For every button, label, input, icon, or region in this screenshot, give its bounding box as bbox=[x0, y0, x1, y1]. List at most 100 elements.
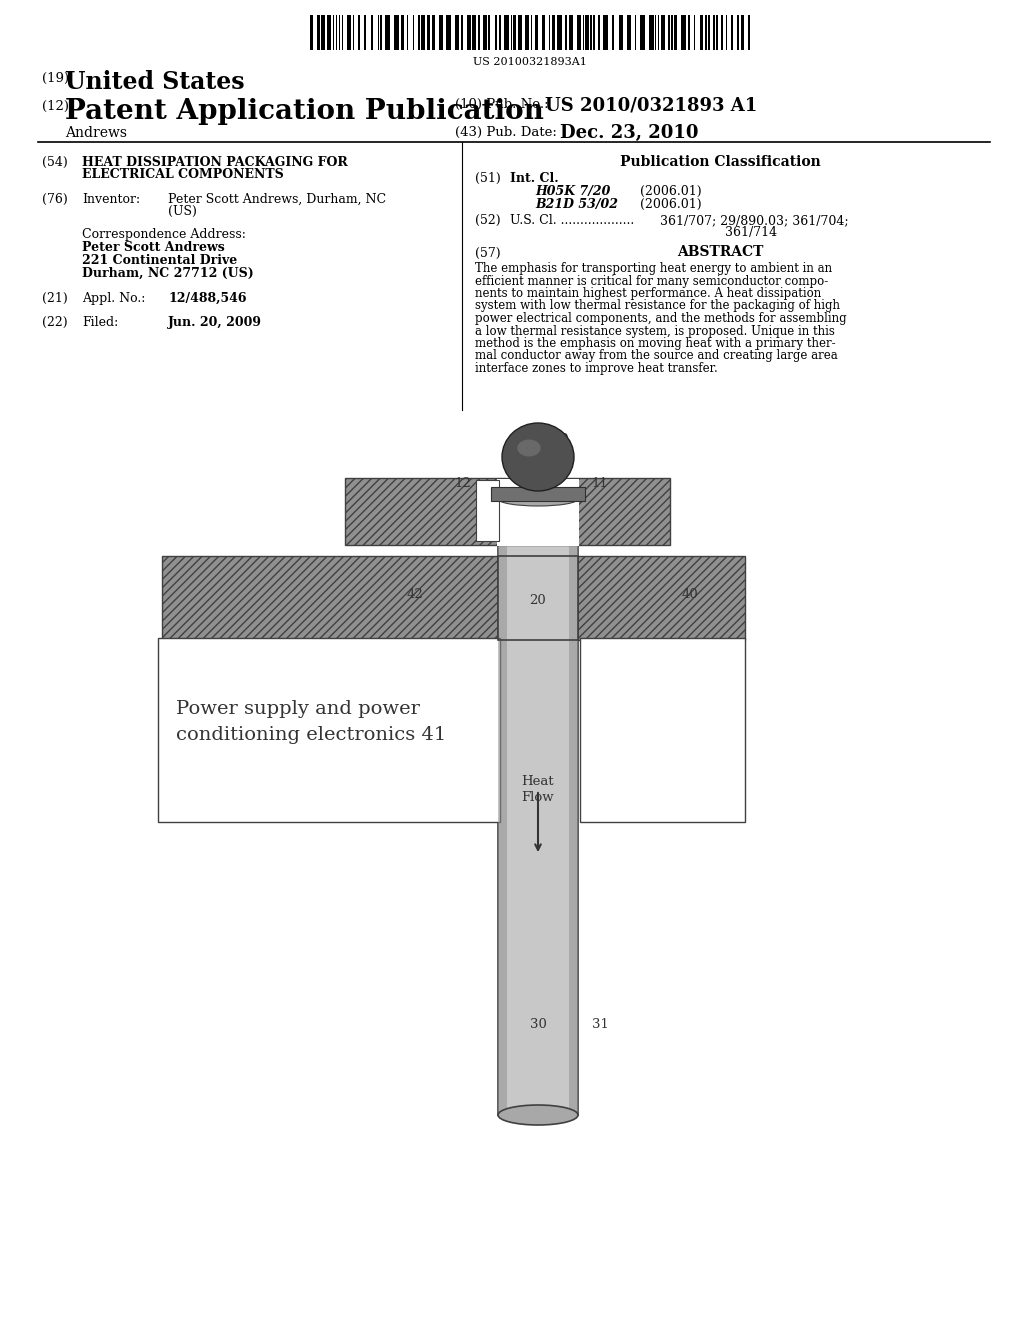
Bar bbox=[583, 15, 584, 50]
Bar bbox=[345, 478, 670, 545]
Bar bbox=[476, 480, 499, 541]
Text: HEAT DISSIPATION PACKAGING FOR: HEAT DISSIPATION PACKAGING FOR bbox=[82, 156, 348, 169]
Bar bbox=[709, 15, 710, 50]
Text: 30: 30 bbox=[529, 1019, 547, 1031]
Bar bbox=[394, 15, 398, 50]
Text: (51): (51) bbox=[475, 172, 501, 185]
Bar bbox=[490, 487, 585, 502]
Text: US 20100321893A1: US 20100321893A1 bbox=[473, 57, 587, 67]
Bar bbox=[333, 15, 335, 50]
Bar bbox=[347, 15, 351, 50]
Text: 31: 31 bbox=[592, 1019, 609, 1031]
Text: The emphasis for transporting heat energy to ambient in an: The emphasis for transporting heat energ… bbox=[475, 261, 833, 275]
Bar bbox=[569, 15, 572, 50]
Text: Peter Scott Andrews: Peter Scott Andrews bbox=[82, 242, 224, 253]
Text: (43) Pub. Date:: (43) Pub. Date: bbox=[455, 125, 557, 139]
Text: 221 Continental Drive: 221 Continental Drive bbox=[82, 253, 238, 267]
Bar bbox=[467, 15, 470, 50]
Text: mal conductor away from the source and creating large area: mal conductor away from the source and c… bbox=[475, 350, 838, 363]
Text: ABSTRACT: ABSTRACT bbox=[677, 246, 763, 259]
Text: (52): (52) bbox=[475, 214, 501, 227]
Bar bbox=[714, 15, 715, 50]
Text: Inventor:: Inventor: bbox=[82, 193, 140, 206]
Bar bbox=[317, 15, 319, 50]
Bar bbox=[706, 15, 707, 50]
Bar bbox=[542, 15, 546, 50]
Bar bbox=[655, 15, 656, 50]
Bar bbox=[518, 15, 521, 50]
Text: 10: 10 bbox=[552, 433, 568, 446]
Bar bbox=[421, 15, 425, 50]
Bar bbox=[740, 15, 744, 50]
Ellipse shape bbox=[498, 1105, 578, 1125]
Bar bbox=[635, 15, 636, 50]
Bar bbox=[497, 479, 579, 546]
Bar bbox=[472, 15, 476, 50]
Text: Correspondence Address:: Correspondence Address: bbox=[82, 228, 246, 242]
Bar bbox=[535, 15, 539, 50]
Bar bbox=[439, 15, 442, 50]
Bar bbox=[731, 15, 733, 50]
Bar bbox=[364, 15, 367, 50]
Bar bbox=[322, 15, 325, 50]
Bar bbox=[504, 15, 509, 50]
Bar bbox=[726, 15, 727, 50]
Text: 361/714: 361/714 bbox=[725, 226, 777, 239]
Text: interface zones to improve heat transfer.: interface zones to improve heat transfer… bbox=[475, 362, 718, 375]
Bar bbox=[328, 15, 331, 50]
Bar bbox=[513, 15, 516, 50]
Bar bbox=[668, 15, 670, 50]
Bar bbox=[580, 638, 745, 822]
Text: Durham, NC 27712 (US): Durham, NC 27712 (US) bbox=[82, 267, 254, 280]
Text: Dec. 23, 2010: Dec. 23, 2010 bbox=[560, 124, 698, 143]
Text: Publication Classification: Publication Classification bbox=[620, 154, 820, 169]
Bar bbox=[578, 15, 581, 50]
Bar bbox=[569, 499, 578, 1115]
Text: U.S. Cl. ...................: U.S. Cl. ................... bbox=[510, 214, 634, 227]
Text: B21D 53/02: B21D 53/02 bbox=[535, 198, 618, 211]
Bar bbox=[342, 15, 343, 50]
Bar bbox=[432, 15, 435, 50]
Text: Int. Cl.: Int. Cl. bbox=[510, 172, 559, 185]
Bar bbox=[737, 15, 738, 50]
Text: H05K 7/20: H05K 7/20 bbox=[535, 185, 610, 198]
Bar bbox=[557, 15, 561, 50]
Bar bbox=[310, 15, 312, 50]
Text: (22): (22) bbox=[42, 315, 68, 329]
Text: efficient manner is critical for many semiconductor compo-: efficient manner is critical for many se… bbox=[475, 275, 828, 288]
Text: Peter Scott Andrews, Durham, NC: Peter Scott Andrews, Durham, NC bbox=[168, 193, 386, 206]
Bar bbox=[658, 15, 659, 50]
Bar bbox=[482, 15, 487, 50]
Text: Flow: Flow bbox=[521, 791, 554, 804]
Text: (US): (US) bbox=[168, 205, 197, 218]
Text: Filed:: Filed: bbox=[82, 315, 118, 329]
Text: 20: 20 bbox=[529, 594, 547, 606]
Bar bbox=[488, 15, 490, 50]
Bar bbox=[498, 499, 507, 1115]
Text: method is the emphasis on moving heat with a primary ther-: method is the emphasis on moving heat wi… bbox=[475, 337, 836, 350]
Bar bbox=[640, 15, 645, 50]
Text: 40: 40 bbox=[682, 589, 698, 602]
Bar bbox=[400, 15, 404, 50]
Text: 361/707; 29/890.03; 361/704;: 361/707; 29/890.03; 361/704; bbox=[660, 214, 849, 227]
Bar bbox=[585, 15, 589, 50]
Bar bbox=[380, 15, 382, 50]
Text: Jun. 20, 2009: Jun. 20, 2009 bbox=[168, 315, 262, 329]
Bar bbox=[748, 15, 750, 50]
Bar bbox=[336, 15, 337, 50]
Bar bbox=[446, 15, 451, 50]
Bar bbox=[478, 15, 480, 50]
Text: (10) Pub. No.:: (10) Pub. No.: bbox=[455, 98, 549, 111]
Bar bbox=[525, 15, 528, 50]
Bar bbox=[549, 15, 550, 50]
Bar bbox=[721, 15, 723, 50]
Bar bbox=[498, 499, 578, 1115]
Bar bbox=[598, 15, 600, 50]
Bar bbox=[612, 15, 614, 50]
Text: Appl. No.:: Appl. No.: bbox=[82, 292, 145, 305]
Bar bbox=[413, 15, 414, 50]
Text: conditioning electronics 41: conditioning electronics 41 bbox=[176, 726, 446, 744]
Text: Power supply and power: Power supply and power bbox=[176, 700, 420, 718]
Bar bbox=[649, 15, 654, 50]
Text: (21): (21) bbox=[42, 292, 68, 305]
